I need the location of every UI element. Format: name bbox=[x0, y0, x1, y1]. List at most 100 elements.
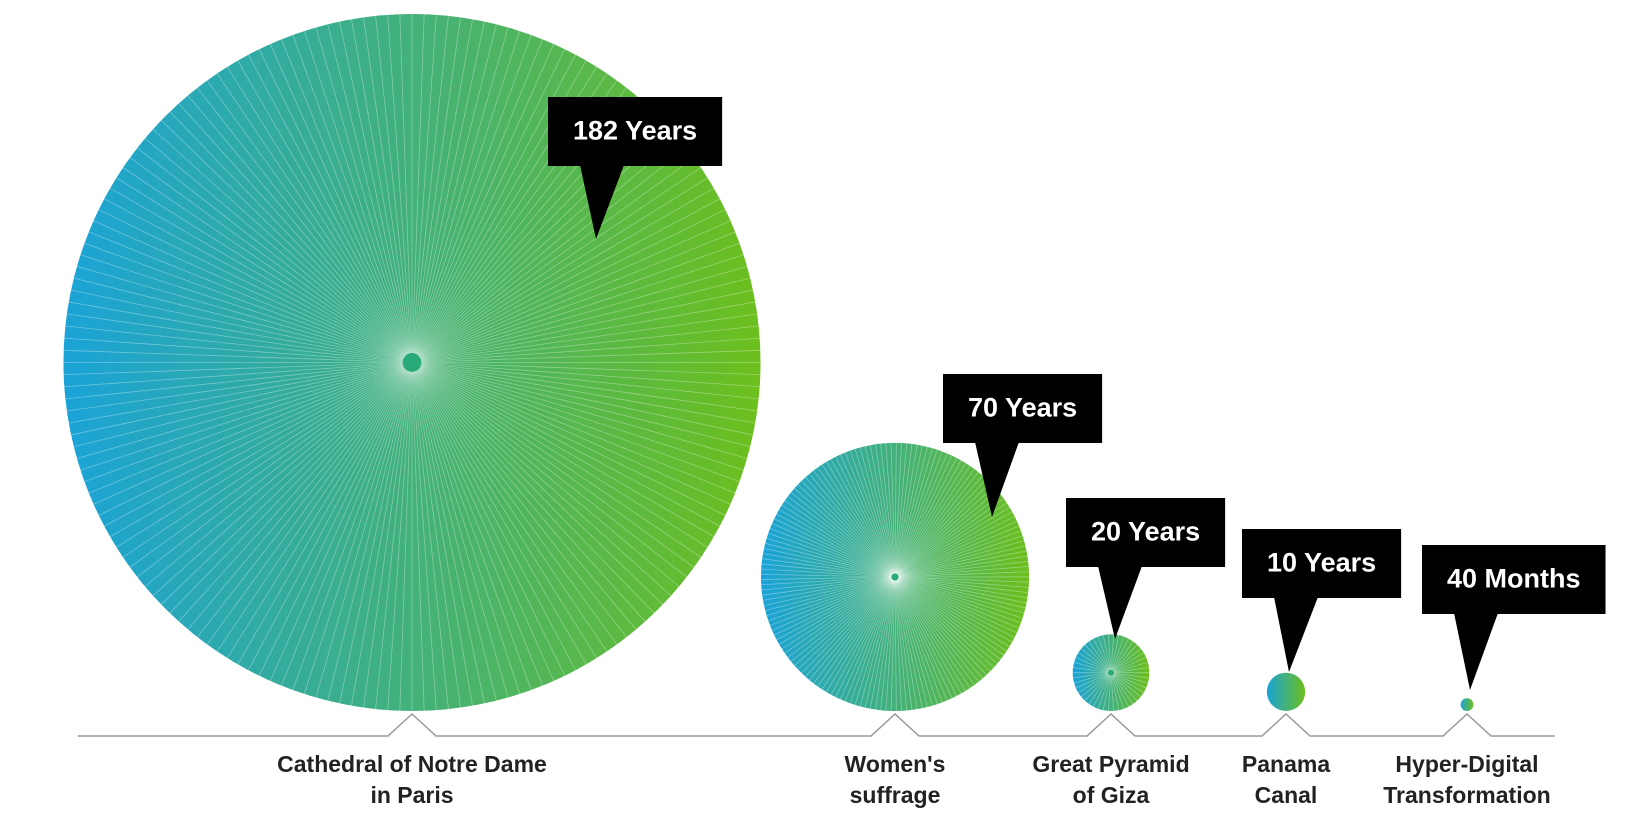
spoke bbox=[859, 447, 896, 578]
spoke bbox=[894, 560, 1029, 578]
spoke bbox=[411, 19, 473, 363]
spoke bbox=[178, 362, 413, 622]
spoke bbox=[411, 362, 751, 448]
spoke bbox=[258, 49, 413, 363]
spoke bbox=[805, 476, 896, 578]
spoke bbox=[411, 362, 627, 638]
spoke bbox=[137, 147, 413, 363]
spoke bbox=[411, 362, 637, 630]
spoke bbox=[1073, 667, 1112, 674]
spoke bbox=[894, 576, 1026, 609]
baseline bbox=[78, 712, 1555, 737]
spoke bbox=[1081, 648, 1112, 674]
spoke bbox=[411, 39, 543, 363]
spoke bbox=[411, 30, 521, 363]
spoke bbox=[875, 576, 896, 710]
spoke bbox=[761, 563, 896, 578]
spoke bbox=[216, 73, 413, 363]
spoke bbox=[98, 209, 413, 363]
spoke bbox=[1093, 638, 1112, 673]
spoke bbox=[894, 576, 1029, 588]
spoke bbox=[1093, 672, 1112, 707]
spoke bbox=[411, 362, 672, 596]
spoke bbox=[411, 17, 461, 363]
spoke bbox=[399, 14, 413, 363]
spoke bbox=[809, 473, 896, 578]
spoke bbox=[411, 362, 532, 691]
spoke bbox=[894, 471, 979, 578]
spoke bbox=[411, 14, 437, 363]
spoke bbox=[813, 576, 896, 684]
category-label: Women's bbox=[845, 751, 946, 777]
spoke bbox=[116, 177, 413, 363]
callout-tail bbox=[975, 442, 1019, 517]
spoke bbox=[411, 362, 744, 471]
value-label: 10 Years bbox=[1267, 548, 1376, 578]
callout-box bbox=[1066, 498, 1226, 567]
spoke bbox=[894, 576, 1028, 599]
spoke bbox=[826, 576, 896, 693]
spoke bbox=[84, 362, 413, 483]
spoke bbox=[339, 21, 413, 363]
spoke bbox=[890, 576, 896, 711]
spoke bbox=[844, 452, 896, 578]
bubble bbox=[1266, 672, 1306, 711]
spoke bbox=[894, 448, 933, 578]
spoke bbox=[817, 576, 896, 687]
spoke bbox=[411, 362, 695, 568]
spoke bbox=[894, 576, 1018, 634]
spoke bbox=[216, 362, 413, 652]
spoke bbox=[80, 362, 413, 471]
spoke bbox=[894, 486, 995, 578]
spoke bbox=[766, 537, 896, 578]
spoke bbox=[411, 362, 587, 665]
spoke bbox=[339, 362, 413, 704]
callout-tail bbox=[1274, 597, 1318, 672]
spoke bbox=[411, 362, 509, 698]
spoke bbox=[73, 277, 413, 363]
spoke bbox=[411, 362, 758, 412]
spoke bbox=[411, 266, 748, 363]
spoke bbox=[1110, 636, 1125, 673]
spoke bbox=[411, 147, 687, 363]
spoke bbox=[894, 482, 991, 578]
spoke bbox=[411, 362, 646, 622]
spoke bbox=[411, 242, 740, 363]
spoke bbox=[1110, 672, 1125, 709]
spoke bbox=[258, 362, 413, 676]
spoke bbox=[206, 80, 413, 363]
spoke bbox=[129, 157, 413, 363]
spoke bbox=[894, 576, 1022, 624]
spoke bbox=[411, 362, 736, 494]
spoke bbox=[206, 362, 413, 645]
spoke bbox=[411, 362, 576, 671]
spoke bbox=[1110, 672, 1115, 711]
spoke bbox=[894, 576, 1015, 638]
spoke bbox=[351, 362, 413, 706]
spoke bbox=[894, 576, 1029, 583]
value-label: 20 Years bbox=[1091, 517, 1200, 547]
spoke bbox=[826, 461, 896, 578]
spoke bbox=[894, 576, 1023, 619]
spoke bbox=[411, 187, 715, 363]
spoke bbox=[794, 576, 896, 666]
spoke bbox=[894, 571, 1029, 578]
spoke bbox=[116, 362, 413, 548]
spoke bbox=[787, 576, 896, 658]
spoke bbox=[778, 576, 896, 645]
category-label: Great Pyramid bbox=[1032, 751, 1189, 777]
spoke bbox=[797, 576, 896, 670]
spoke bbox=[894, 576, 948, 701]
spoke bbox=[315, 362, 413, 698]
spoke bbox=[411, 313, 758, 363]
spoke bbox=[894, 506, 1010, 578]
spoke bbox=[894, 576, 938, 705]
spoke bbox=[894, 576, 1007, 652]
spoke bbox=[761, 576, 896, 586]
spoke bbox=[315, 27, 413, 363]
spoke bbox=[894, 516, 1015, 578]
spoke bbox=[830, 458, 896, 578]
spoke bbox=[411, 362, 425, 711]
spoke bbox=[303, 30, 413, 363]
spoke bbox=[771, 576, 896, 631]
